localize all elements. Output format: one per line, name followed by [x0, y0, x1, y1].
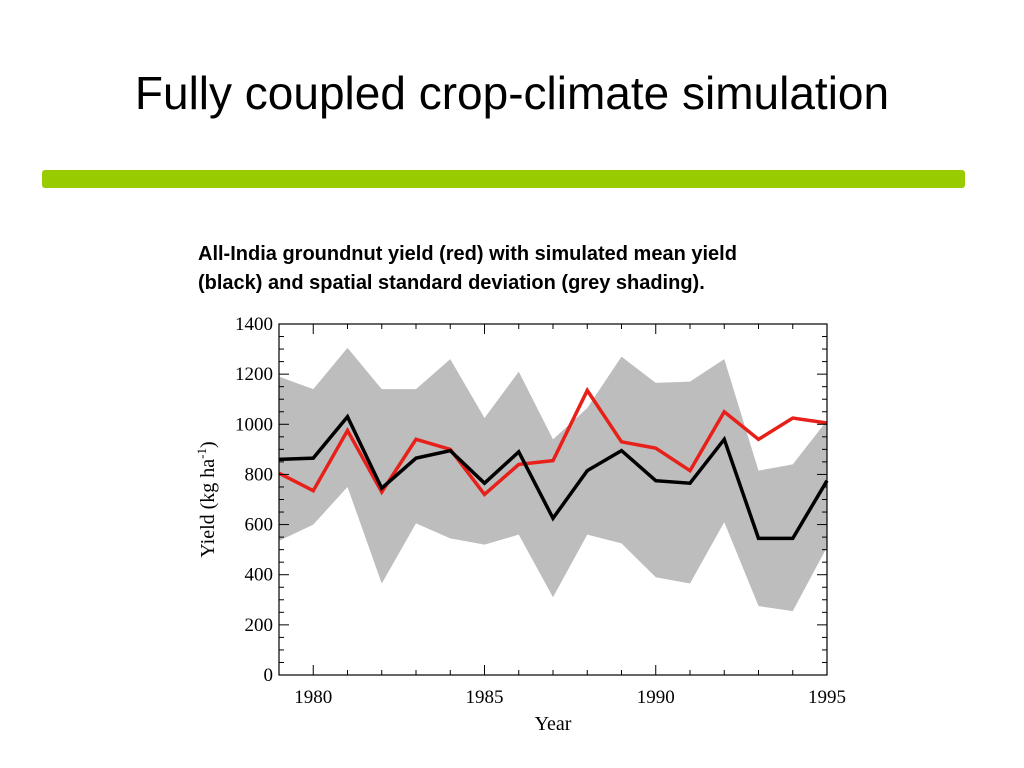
y-tick-label: 400	[245, 565, 274, 586]
y-tick-label: 1400	[235, 314, 273, 335]
y-tick-label: 1000	[235, 414, 273, 435]
x-axis-title: Year	[535, 713, 572, 735]
y-tick-label: 800	[245, 464, 274, 485]
y-tick-label: 200	[245, 615, 274, 636]
slide-title: Fully coupled crop-climate simulation	[134, 67, 890, 119]
y-tick-label: 600	[245, 515, 274, 536]
y-tick-label: 1200	[235, 364, 273, 385]
accent-bar	[42, 170, 965, 188]
x-tick-label: 1990	[637, 687, 675, 708]
x-tick-label: 1980	[294, 687, 332, 708]
x-tick-label: 1995	[808, 687, 846, 708]
chart-caption: All-India groundnut yield (red) with sim…	[198, 240, 878, 298]
caption-line-2: (black) and spatial standard deviation (…	[198, 272, 705, 294]
y-axis-title: Yield (kg ha-1)	[194, 441, 219, 557]
std-dev-band	[279, 347, 827, 612]
series-line-simulated-mean	[278, 413, 829, 541]
y-tick-label: 0	[264, 665, 274, 686]
series-line-observed	[278, 386, 828, 498]
caption-line-1: All-India groundnut yield (red) with sim…	[198, 243, 737, 265]
x-tick-label: 1985	[466, 687, 504, 708]
